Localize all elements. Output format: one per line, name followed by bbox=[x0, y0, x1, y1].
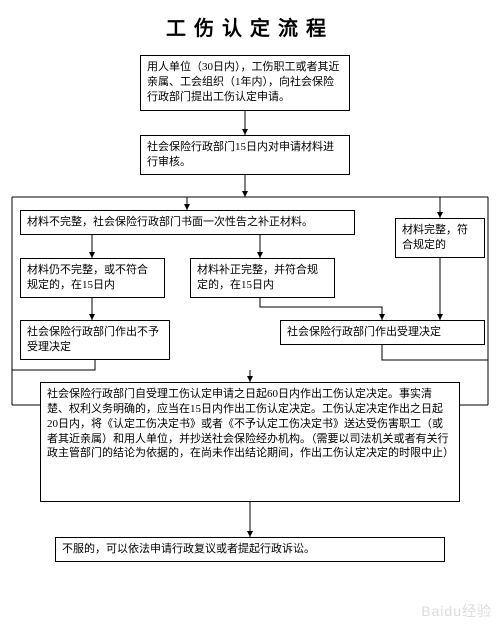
watermark: Baidu经验 bbox=[421, 601, 492, 621]
flow-node-n2: 社会保险行政部门15日内对申请材料进行审核。 bbox=[140, 135, 350, 175]
flow-node-n9: 社会保险行政部门自受理工伤认定申请之日起60日内作出工伤认定决定。事实清楚、权利… bbox=[40, 382, 460, 502]
flow-node-n7: 社会保险行政部门作出不予受理决定 bbox=[20, 320, 170, 360]
flow-node-n8: 社会保险行政部门作出受理决定 bbox=[280, 320, 485, 345]
flow-node-n5: 材料仍不完整，或不符合规定的，在15日内 bbox=[20, 258, 165, 298]
flow-node-n6: 材料补正完整，并符合规定的，在15日内 bbox=[190, 258, 335, 298]
flow-node-n4: 材料完整，符合规定的 bbox=[395, 218, 485, 258]
diagram-title: 工伤认定流程 bbox=[0, 12, 500, 41]
flow-node-n3: 材料不完整，社会保险行政部门书面一次性告之补正材料。 bbox=[20, 210, 355, 235]
flow-node-n1: 用人单位（30日内），工伤职工或者其近亲属、工会组织（1年内），向社会保险行政部… bbox=[140, 55, 350, 111]
flow-node-n10: 不服的，可以依法申请行政复议或者提起行政诉讼。 bbox=[55, 537, 445, 562]
